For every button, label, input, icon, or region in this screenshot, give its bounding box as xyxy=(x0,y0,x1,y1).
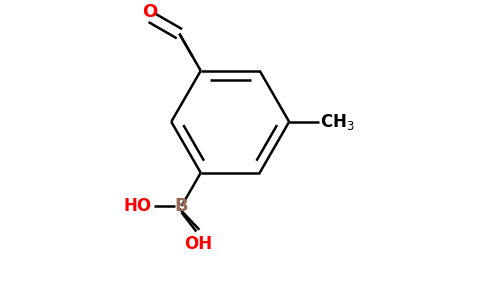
Text: CH$_3$: CH$_3$ xyxy=(320,112,355,132)
Text: HO: HO xyxy=(123,197,151,215)
Text: O: O xyxy=(142,3,157,21)
Text: B: B xyxy=(175,197,188,215)
Text: OH: OH xyxy=(184,235,212,253)
